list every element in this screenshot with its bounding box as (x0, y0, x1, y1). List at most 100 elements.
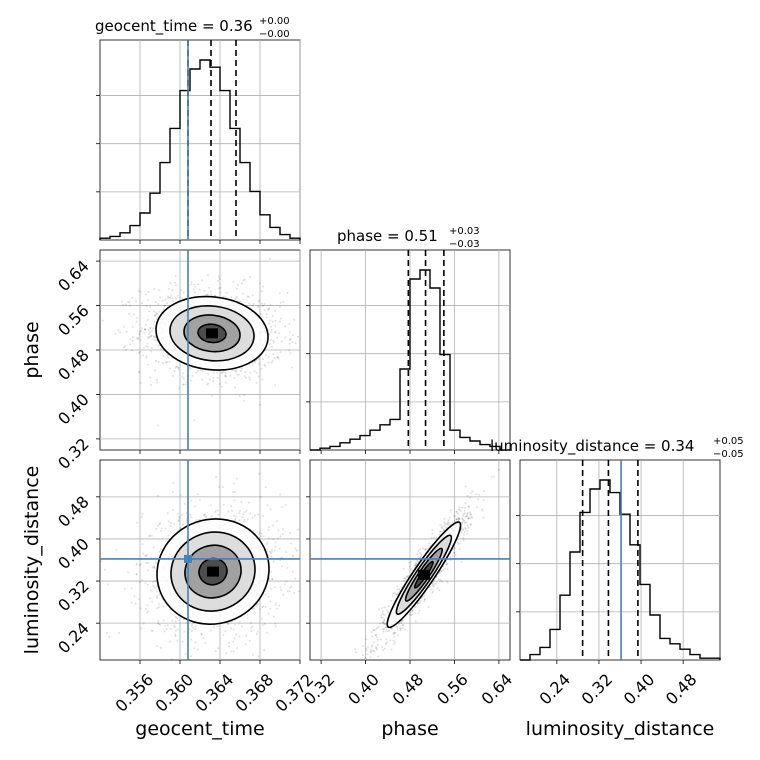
panel-phase-vs-luminosity-distance-sample (379, 622, 381, 625)
panel-geocent-time-vs-phase-sample (180, 289, 183, 292)
panel-geocent-time-vs-luminosity-distance-sample (222, 503, 225, 506)
panel-geocent-time-vs-phase-sample (172, 299, 174, 302)
panel-geocent-time-vs-phase-sample (252, 304, 254, 307)
panel-geocent-time-vs-luminosity-distance-sample (141, 513, 144, 515)
panel-geocent-time-vs-luminosity-distance-sample (189, 658, 191, 660)
panel-phase-vs-luminosity-distance-sample (404, 628, 407, 631)
panel-geocent-time-vs-luminosity-distance-sample (135, 573, 138, 576)
panel-geocent-time-vs-luminosity-distance-sample (222, 634, 225, 636)
panel-geocent-time-vs-phase-sample (269, 304, 272, 307)
panel-geocent-time-vs-phase-sample (149, 327, 152, 330)
panel-geocent-time-vs-phase-sample (216, 371, 219, 374)
panel-phase-vs-luminosity-distance-sample (366, 653, 369, 656)
panel-geocent-time-vs-luminosity-distance-sample (291, 554, 294, 557)
panel-geocent-time-vs-phase-sample (260, 302, 263, 305)
panel-phase-vs-luminosity-distance-sample (480, 508, 483, 511)
xlabel-geocent-time: geocent_time (135, 718, 264, 740)
xlabel-phase: phase (381, 718, 438, 740)
panel-geocent-time-vs-luminosity-distance-sample (267, 595, 270, 598)
panel-geocent-time-vs-phase-sample (260, 290, 263, 293)
panel-geocent-time-vs-luminosity-distance-sample (252, 653, 254, 656)
panel-geocent-time-vs-phase-sample (156, 381, 159, 384)
panel-phase-vs-luminosity-distance-sample (452, 521, 454, 524)
panel-phase-vs-luminosity-distance-sample (389, 639, 392, 642)
panel-phase-vs-luminosity-distance-sample (443, 567, 446, 570)
panel-geocent-time-vs-phase-sample (190, 281, 193, 284)
panel-phase-vs-luminosity-distance-sample (445, 523, 448, 526)
panel-phase-vs-luminosity-distance-sample (414, 605, 417, 608)
panel-geocent-time-vs-luminosity-distance-sample (273, 586, 276, 589)
panel-geocent-time-vs-phase-sample (198, 288, 201, 291)
panel-geocent-time-vs-luminosity-distance-sample (286, 566, 289, 569)
panel-geocent-time-vs-luminosity-distance-sample (146, 604, 149, 607)
panel-geocent-time-vs-luminosity-distance-sample (292, 555, 295, 558)
hist-luminosity-distance-steps (520, 479, 721, 661)
hist-luminosity-distance-xtick-label: 0.32 (578, 670, 617, 709)
panel-phase-vs-luminosity-distance-sample (370, 648, 373, 651)
panel-phase-vs-luminosity-distance-sample (392, 633, 395, 636)
panel-phase-vs-luminosity-distance-sample (420, 553, 423, 555)
panel-geocent-time-vs-phase-sample (159, 296, 161, 299)
panel-phase-vs-luminosity-distance-sample (385, 629, 388, 632)
panel-geocent-time-vs-luminosity-distance-sample (281, 533, 284, 535)
panel-phase-vs-luminosity-distance-sample (466, 512, 469, 514)
panel-geocent-time-vs-luminosity-distance-sample (154, 580, 157, 583)
panel-geocent-time-vs-phase-sample (150, 346, 153, 349)
panel-geocent-time-vs-luminosity-distance-sample (270, 555, 273, 558)
panel-geocent-time-vs-phase-sample (176, 294, 179, 297)
panel-geocent-time-vs-phase-sample (189, 367, 192, 370)
panel-phase-vs-luminosity-distance-sample (432, 585, 435, 588)
panel-phase-vs-luminosity-distance-sample (406, 575, 409, 577)
panel-geocent-time-vs-phase-sample (164, 298, 167, 301)
panel-phase-vs-luminosity-distance-xtick-label: 0.56 (433, 670, 472, 709)
panel-phase-vs-luminosity-distance-sample (454, 515, 457, 518)
panel-geocent-time-vs-phase-sample (235, 370, 238, 373)
panel-phase-vs-luminosity-distance-sample (420, 555, 423, 558)
panel-geocent-time-vs-phase-sample (138, 332, 141, 335)
panel-geocent-time-vs-phase-sample (220, 385, 223, 388)
panel-phase-vs-luminosity-distance-sample (370, 631, 373, 634)
panel-geocent-time-vs-phase-sample (265, 316, 268, 319)
panel-phase-vs-luminosity-distance-sample (471, 516, 474, 519)
panel-geocent-time-vs-phase-sample (274, 384, 277, 387)
panel-phase-vs-luminosity-distance-sample (346, 688, 348, 690)
panel-phase-vs-luminosity-distance-sample (362, 645, 365, 648)
panel-phase-vs-luminosity-distance-sample (375, 647, 378, 650)
panel-geocent-time-vs-luminosity-distance-sample (243, 518, 246, 521)
panel-phase-vs-luminosity-distance-sample (440, 526, 443, 529)
panel-geocent-time-vs-luminosity-distance-sample (159, 623, 161, 626)
panel-geocent-time-vs-luminosity-distance-sample (158, 602, 161, 605)
panel-geocent-time-vs-luminosity-distance-sample (301, 610, 303, 612)
panel-geocent-time-vs-phase-sample (124, 345, 127, 348)
panel-geocent-time-vs-phase-sample (153, 335, 156, 338)
panel-phase-vs-luminosity-distance-sample (411, 610, 414, 613)
panel-phase-vs-luminosity-distance-sample (410, 614, 412, 617)
panel-geocent-time-vs-luminosity-distance-sample (232, 640, 235, 643)
panel-geocent-time-vs-phase-sample (131, 339, 134, 342)
panel-phase-vs-luminosity-distance-sample (431, 528, 434, 531)
panel-geocent-time-vs-phase-sample (251, 362, 254, 365)
panel-phase-vs-luminosity-distance-sample (427, 605, 430, 608)
panel-geocent-time-vs-luminosity-distance-sample (106, 631, 108, 634)
panel-geocent-time-vs-phase-sample (224, 374, 227, 377)
panel-geocent-time-vs-phase-sample (145, 304, 148, 307)
panel-geocent-time-vs-phase-sample (212, 380, 215, 382)
panel-geocent-time-vs-luminosity-distance-sample (238, 519, 241, 522)
panel-geocent-time-vs-phase-sample (274, 331, 277, 334)
panel-geocent-time-vs-phase-sample (270, 339, 273, 341)
panel-geocent-time-vs-phase-peak-bin (206, 328, 218, 339)
panel-geocent-time-vs-luminosity-distance-sample (265, 632, 268, 634)
panel-geocent-time-vs-phase-sample (224, 374, 227, 377)
panel-geocent-time-vs-luminosity-distance-sample (282, 593, 285, 596)
panel-geocent-time-vs-phase-sample (127, 301, 130, 303)
panel-geocent-time-vs-phase-sample (257, 304, 260, 307)
panel-phase-vs-luminosity-distance-sample (414, 620, 417, 623)
panel-geocent-time-vs-phase-sample (123, 346, 125, 349)
panel-geocent-time-vs-luminosity-distance-sample (193, 505, 196, 508)
panel-phase-vs-luminosity-distance-sample (399, 628, 402, 631)
title-phase: phase = 0.51 (337, 227, 438, 245)
panel-phase-vs-luminosity-distance-sample (464, 527, 467, 530)
panel-geocent-time-vs-phase-sample (288, 349, 291, 352)
panel-geocent-time-vs-luminosity-distance-sample (189, 513, 192, 516)
panel-geocent-time-vs-phase-sample (153, 288, 156, 291)
